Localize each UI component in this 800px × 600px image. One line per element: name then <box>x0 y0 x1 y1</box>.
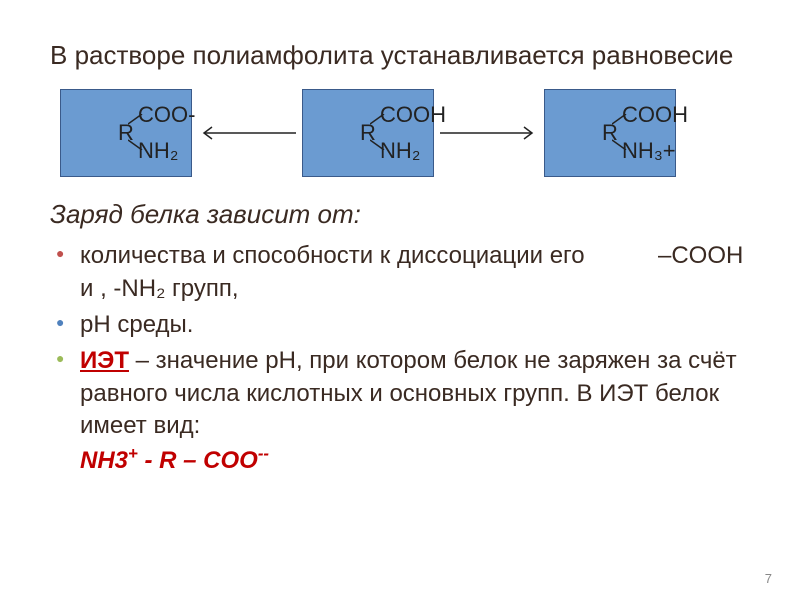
cooh-group: COOH <box>380 102 446 128</box>
nh3-plus-group: NH₃+ <box>622 138 676 164</box>
bullet-text-3: – значение рН, при котором белок не заря… <box>80 347 737 439</box>
bullet-text-1a: количества и способности к диссоциации е… <box>80 242 585 269</box>
molecule-anion: R COO- NH₂ <box>60 89 192 177</box>
list-item: ИЭТ – значение рН, при котором белок не … <box>56 345 750 477</box>
section-heading: Заряд белка зависит от: <box>50 199 750 230</box>
slide-container: В растворе полиамфолита устанавливается … <box>0 0 800 600</box>
slide-title: В растворе полиамфолита устанавливается … <box>50 40 750 71</box>
coo-minus-group: COO- <box>138 102 195 128</box>
iet-label: ИЭТ <box>80 347 129 374</box>
molecule-cation: R COOH NH₃+ <box>544 89 676 177</box>
list-item: количества и способности к диссоциации е… <box>56 240 750 305</box>
molecule-neutral: R COOH NH₂ <box>302 89 434 177</box>
arrow-right <box>434 113 544 153</box>
bullet-list: количества и способности к диссоциации е… <box>50 240 750 477</box>
cooh-group: COOH <box>622 102 688 128</box>
page-number: 7 <box>765 571 772 586</box>
bullet-text-2: рН среды. <box>80 311 193 338</box>
arrow-left <box>192 113 302 153</box>
list-item: рН среды. <box>56 309 750 341</box>
reaction-diagram: R COO- NH₂ R COOH NH₂ <box>60 89 750 177</box>
formula: NH3+ - R – COO-- <box>80 447 269 474</box>
